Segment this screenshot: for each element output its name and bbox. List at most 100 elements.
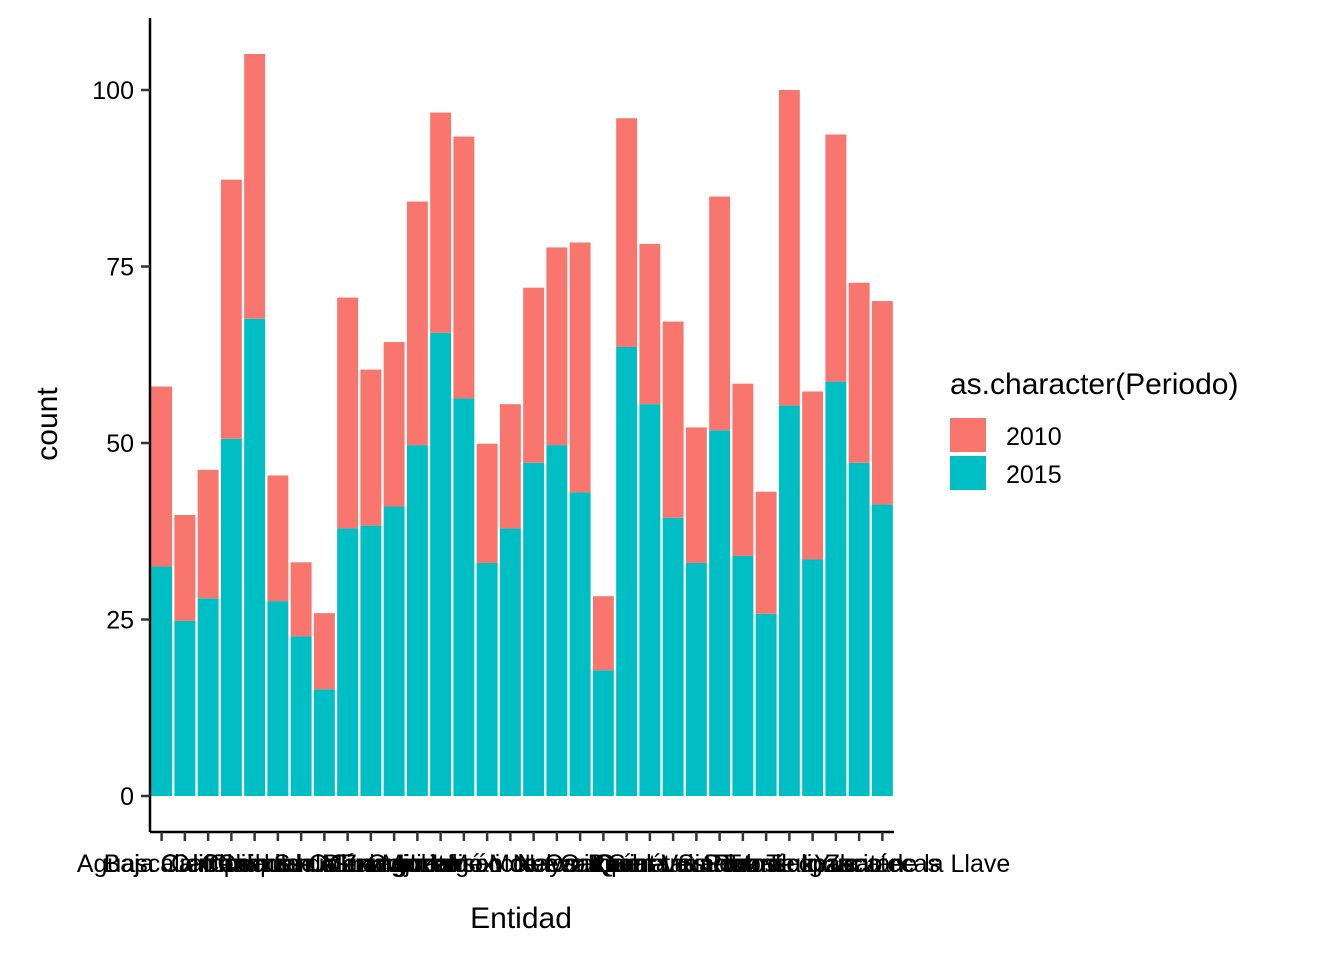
bar-segment-2010 — [267, 475, 289, 602]
y-tick-label: 100 — [92, 77, 134, 105]
x-tick-label: Baja California Sur — [104, 850, 312, 878]
bar-segment-2015 — [174, 620, 196, 796]
bar-segment-2010 — [499, 404, 521, 529]
x-tick-label: Tlaxcala — [766, 850, 859, 878]
bar-group — [244, 53, 266, 796]
bar-group — [546, 247, 568, 796]
bar-segment-2010 — [151, 386, 173, 567]
bar-group — [220, 179, 242, 796]
bar-segment-2010 — [337, 297, 359, 529]
legend-item-2010: 2010 — [950, 418, 1062, 452]
x-tick-label: Sinaloa — [678, 850, 761, 878]
bar-segment-2010 — [802, 391, 824, 560]
bar-segment-2010 — [430, 112, 452, 333]
bar-group — [825, 134, 847, 796]
bar-group — [709, 196, 731, 796]
legend-label: 2010 — [1006, 423, 1062, 451]
bar-segment-2010 — [406, 201, 428, 446]
bar-segment-2010 — [220, 179, 242, 439]
axes-layer: 0 25 50 75 100 — [92, 18, 894, 841]
x-tick-label: Sonora — [703, 850, 784, 878]
bar-segment-2015 — [313, 689, 335, 796]
bar-segment-2015 — [778, 405, 800, 796]
x-tick-label: Hidalgo — [398, 850, 483, 878]
bar-group — [313, 613, 335, 796]
bar-segment-2015 — [244, 318, 266, 796]
bar-segment-2010 — [616, 118, 638, 347]
legend-items: 2010 2015 — [950, 418, 1062, 490]
bar-segment-2010 — [476, 443, 498, 564]
bar-segment-2010 — [685, 427, 707, 564]
bar-segment-2015 — [848, 462, 870, 796]
bar-segment-2015 — [337, 528, 359, 796]
x-tick-label: Veracruz de Ignacio de la Llave — [661, 850, 1010, 878]
bar-segment-2015 — [523, 462, 545, 796]
bar-group — [569, 242, 591, 796]
x-tick-label: Guerrero — [367, 850, 467, 878]
x-tick-label: Coahuila de Zaragoza — [201, 850, 447, 878]
x-tick-label: Yucatán — [814, 850, 904, 878]
y-tick-label: 75 — [106, 254, 134, 282]
bar-group — [639, 243, 661, 796]
bar-segment-2010 — [453, 136, 475, 399]
x-tick-label: Michoacán de Ocampo — [382, 850, 639, 878]
x-tick-label: Oaxaca — [560, 850, 646, 878]
x-tick-label: Colima — [309, 850, 387, 878]
bar-segment-2010 — [290, 562, 312, 637]
bar-group — [267, 475, 289, 796]
x-tick-label: Chiapas — [209, 850, 301, 878]
bar-group — [499, 404, 521, 796]
x-tick-label: Jalisco — [426, 850, 502, 878]
x-tick-label: Morelos — [489, 850, 578, 878]
bar-segment-2010 — [778, 90, 800, 406]
y-tick-label: 50 — [106, 430, 134, 458]
bar-segment-2010 — [360, 369, 382, 526]
x-tick-label: Puebla — [588, 850, 666, 878]
bar-segment-2015 — [267, 601, 289, 796]
bar-segment-2010 — [732, 383, 754, 556]
bar-segment-2010 — [871, 301, 893, 505]
bar-segment-2015 — [360, 525, 382, 796]
bar-segment-2015 — [802, 559, 824, 796]
bar-group — [871, 301, 893, 796]
bar-segment-2015 — [151, 566, 173, 796]
bar-segment-2010 — [383, 342, 405, 507]
legend-swatch — [950, 418, 986, 452]
bar-group — [616, 118, 638, 796]
bar-group — [383, 342, 405, 796]
x-tick-label: Tabasco — [720, 850, 813, 878]
bar-segment-2010 — [755, 491, 777, 614]
legend: as.character(Periodo) 2010 2015 — [950, 368, 1238, 490]
bar-segment-2015 — [406, 445, 428, 796]
bar-group — [848, 282, 870, 796]
bar-group — [151, 386, 173, 796]
bar-group — [662, 321, 684, 796]
x-tick-label: Nayarit — [517, 850, 596, 878]
bar-group — [523, 287, 545, 796]
x-tick-label: San Luis Potosí — [609, 850, 784, 878]
bar-segment-2015 — [685, 563, 707, 796]
legend-label: 2015 — [1006, 461, 1062, 489]
bar-group — [778, 90, 800, 796]
bar-group — [174, 515, 196, 796]
x-tick-label: Ciudad de México — [201, 850, 401, 878]
x-tick-label: México — [448, 850, 527, 878]
bar-group — [290, 562, 312, 796]
bar-segment-2015 — [569, 492, 591, 796]
bar-segment-2010 — [825, 134, 847, 382]
bar-segment-2015 — [709, 430, 731, 796]
x-tick-label: Durango — [323, 850, 419, 878]
legend-title: as.character(Periodo) — [950, 368, 1238, 401]
y-axis-title: count — [31, 387, 64, 461]
bar-segment-2015 — [546, 445, 568, 796]
bar-segment-2010 — [592, 596, 614, 671]
bar-segment-2010 — [523, 287, 545, 463]
bar-group — [453, 136, 475, 796]
x-tick-label: Tamaulipas — [726, 850, 852, 878]
bar-segment-2015 — [639, 404, 661, 796]
bar-segment-2015 — [616, 346, 638, 796]
bar-segment-2010 — [174, 515, 196, 621]
